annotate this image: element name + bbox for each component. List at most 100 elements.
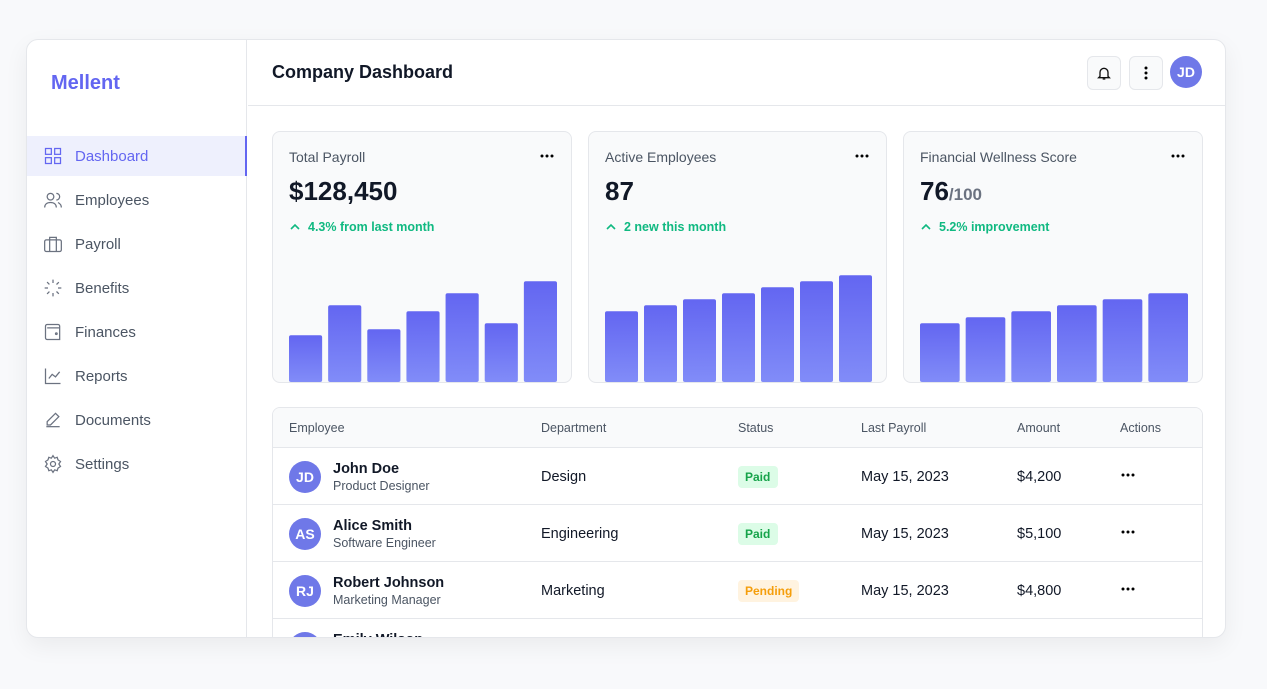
- column-header: Department: [541, 421, 607, 435]
- nav-icon: [44, 192, 62, 208]
- bar-chart: [920, 293, 1188, 382]
- last-payroll: May 15, 2023: [861, 469, 949, 485]
- employee-name: Robert Johnson: [333, 575, 445, 591]
- card-title: Active Employees: [605, 149, 717, 165]
- nav-icon: [44, 454, 62, 474]
- bar: [445, 293, 479, 382]
- nav-label: Settings: [75, 455, 130, 473]
- nav-icon: [44, 236, 62, 253]
- nav-label: Payroll: [75, 235, 121, 253]
- column-header: Employee: [289, 421, 345, 435]
- up-icon: [921, 223, 931, 230]
- row-actions[interactable]: [1120, 524, 1136, 544]
- card-menu[interactable]: [539, 148, 555, 169]
- avatar: RJ: [289, 575, 321, 607]
- nav-item[interactable]: Employees: [27, 180, 247, 220]
- card-menu[interactable]: [1170, 148, 1186, 169]
- amount: $5,100: [1017, 526, 1062, 542]
- kebab-icon: [1144, 66, 1148, 80]
- nav: Dashboard Employees Payroll Benefits Finance…: [27, 136, 247, 488]
- nav-item[interactable]: Documents: [27, 400, 247, 440]
- nav-item[interactable]: Reports: [27, 356, 247, 396]
- header: Company Dashboard JD: [248, 40, 1225, 106]
- more-icon: [1121, 530, 1135, 534]
- nav-item[interactable]: Finances: [27, 312, 247, 352]
- status-badge: Pending: [738, 580, 800, 602]
- up-icon: [606, 223, 616, 230]
- bar: [1148, 293, 1188, 382]
- table-row: AS Alice Smith Software Engineer Engineerin…: [273, 505, 1202, 562]
- row-actions[interactable]: [1120, 467, 1136, 487]
- stat-card: Active Employees 87 2 new this month: [588, 131, 887, 383]
- nav-label: Finances: [75, 323, 136, 341]
- avatar: JD: [289, 461, 321, 493]
- status-badge: Paid: [738, 466, 778, 488]
- value-suffix: /100: [948, 185, 983, 204]
- column-header: Actions: [1120, 421, 1161, 435]
- department: Marketing: [541, 583, 605, 599]
- last-payroll: May 15, 2023: [861, 526, 949, 542]
- bar: [683, 299, 716, 382]
- bar: [965, 317, 1006, 382]
- card-title: Total Payroll: [289, 149, 366, 165]
- bar: [484, 323, 518, 382]
- bar-chart: [605, 275, 872, 382]
- employee-role: Product Designer: [333, 479, 430, 493]
- bar: [1057, 305, 1097, 382]
- column-header: Last Payroll: [861, 421, 927, 435]
- card-change: 5.2% improvement: [920, 220, 1049, 234]
- more-icon: [540, 154, 554, 158]
- card-title: Financial Wellness Score: [920, 149, 1077, 165]
- logo: Mellent: [51, 72, 120, 94]
- bar: [1102, 299, 1143, 382]
- nav-label: Documents: [75, 411, 151, 429]
- nav-label: Employees: [75, 191, 150, 209]
- sidebar: Mellent Dashboard Employees Payroll Benefit…: [27, 40, 247, 637]
- department: Engineering: [541, 526, 619, 542]
- last-payroll: May 15, 2023: [861, 583, 949, 599]
- page-title: Company Dashboard: [272, 62, 454, 82]
- bar: [605, 311, 638, 382]
- up-icon: [290, 223, 300, 230]
- bar: [289, 335, 323, 382]
- notifications-button[interactable]: [1087, 56, 1121, 90]
- table-row: RJ Robert Johnson Marketing Manager Marketi…: [273, 562, 1202, 619]
- more-icon: [1121, 587, 1135, 591]
- row-actions[interactable]: [1120, 581, 1136, 601]
- bar: [761, 287, 794, 382]
- change-text: 5.2% improvement: [939, 220, 1050, 234]
- bar: [800, 281, 833, 382]
- bar: [920, 323, 960, 382]
- user-avatar[interactable]: JD: [1170, 56, 1202, 88]
- card-value: 87: [605, 176, 634, 207]
- nav-item[interactable]: Dashboard: [27, 136, 247, 176]
- status-badge: [738, 637, 778, 638]
- more-icon: [1121, 473, 1135, 477]
- card-menu[interactable]: [854, 148, 870, 169]
- nav-item[interactable]: Benefits: [27, 268, 247, 308]
- nav-item[interactable]: Settings: [27, 444, 247, 484]
- bar: [328, 305, 362, 382]
- department: Design: [541, 469, 587, 485]
- employee-name: Alice Smith: [333, 518, 412, 534]
- change-text: 4.3% from last month: [308, 220, 435, 234]
- table-row: Emily Wilson: [273, 619, 1202, 638]
- more-button[interactable]: [1129, 56, 1163, 90]
- value-number: 87: [605, 176, 634, 206]
- card-change: 4.3% from last month: [289, 220, 434, 234]
- app: Mellent Dashboard Employees Payroll Benefit…: [26, 39, 1226, 638]
- table-row: JD John Doe Product Designer Design Paid May …: [273, 448, 1202, 505]
- nav-icon: [46, 412, 60, 428]
- nav-item[interactable]: Payroll: [27, 224, 247, 264]
- main: Company Dashboard JD Total Payroll $128,4…: [248, 40, 1225, 637]
- column-header: Amount: [1017, 421, 1061, 435]
- nav-icon: [44, 147, 62, 165]
- bar-chart: [289, 281, 557, 382]
- more-icon: [855, 154, 869, 158]
- card-change: 2 new this month: [605, 220, 726, 234]
- bar: [367, 329, 401, 382]
- amount: $4,800: [1017, 583, 1062, 599]
- bar: [644, 305, 677, 382]
